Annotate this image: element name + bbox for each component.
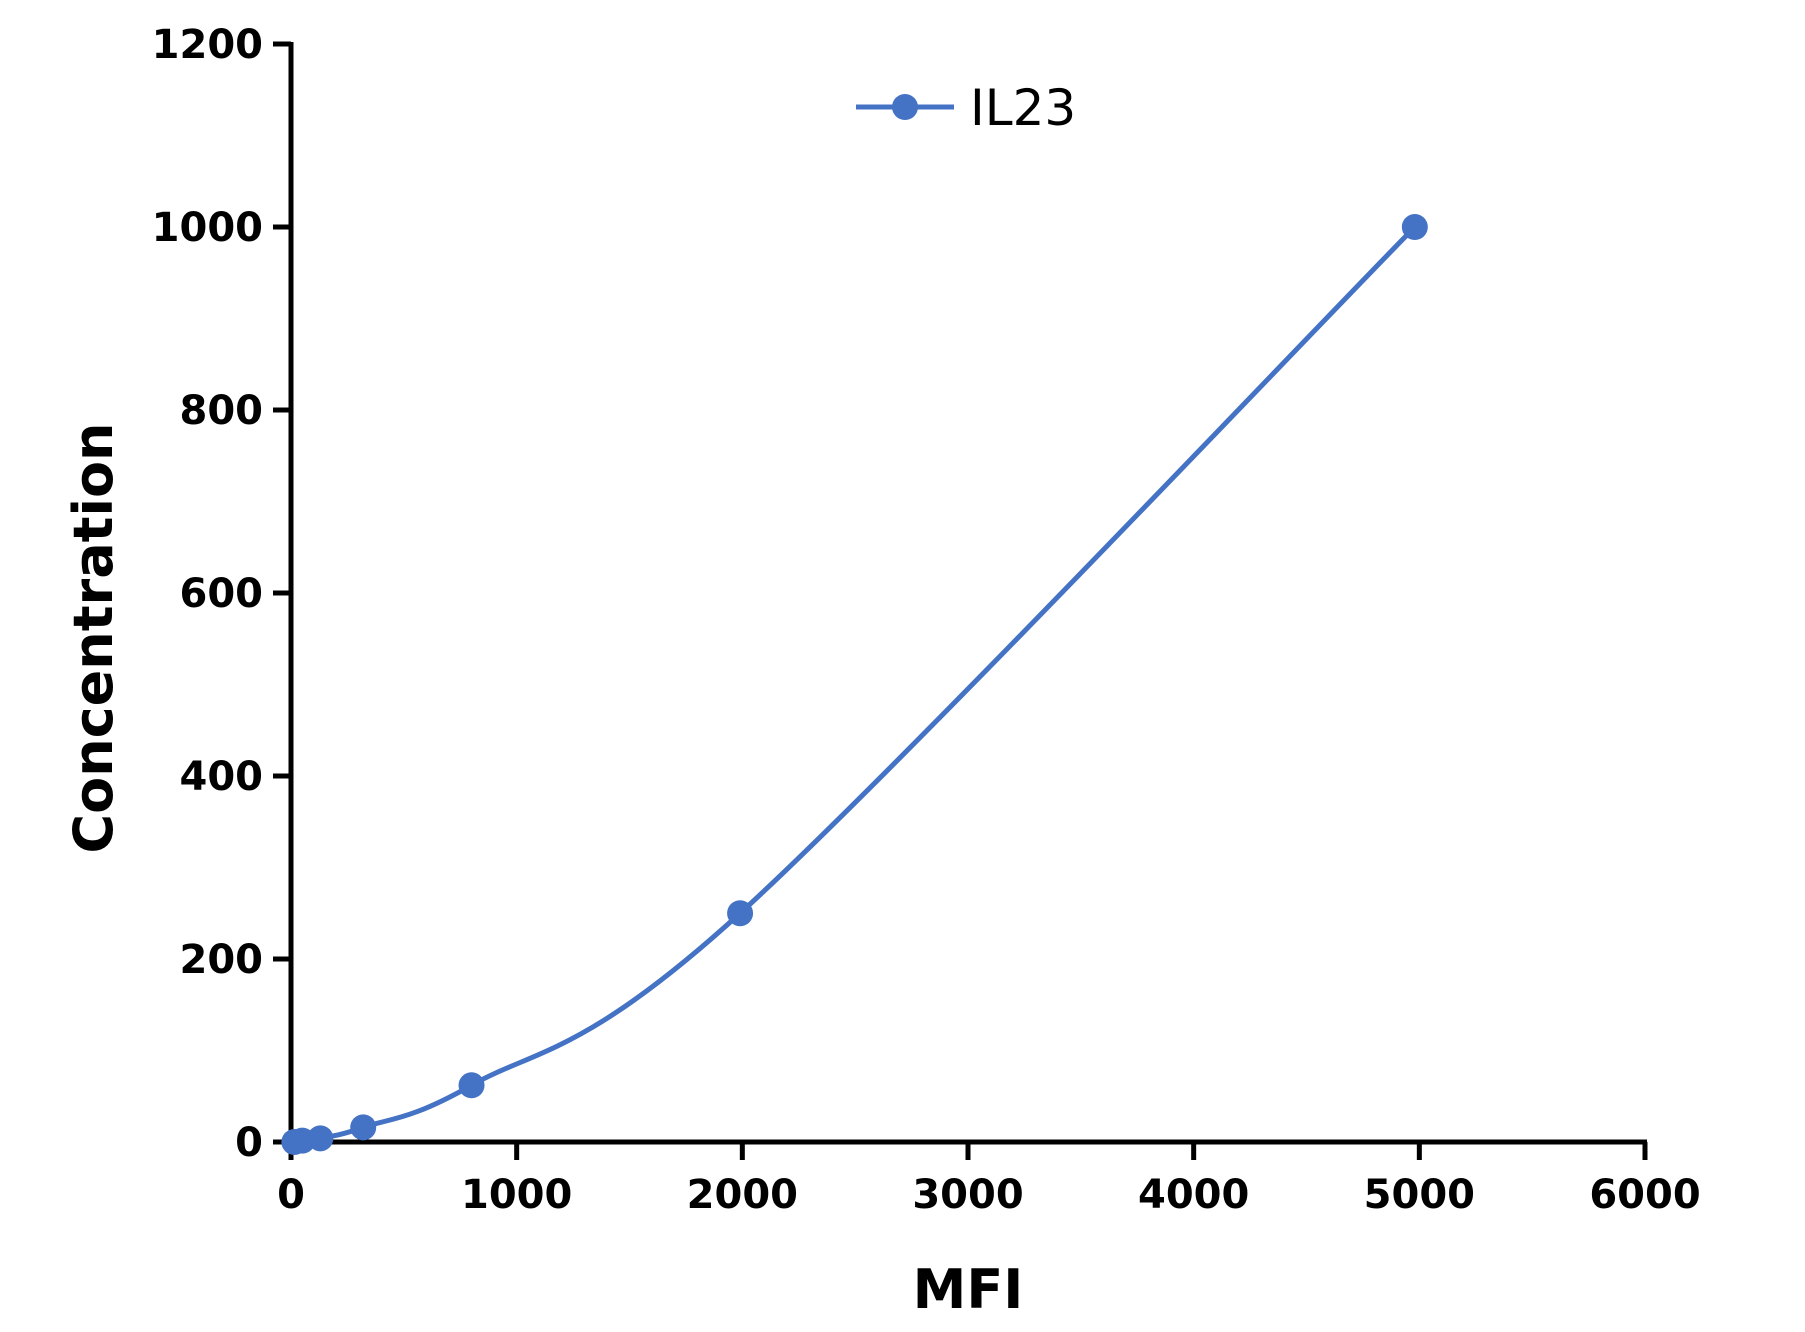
y-axis-title: Concentration — [62, 423, 125, 854]
y-tick-label: 1200 — [152, 22, 263, 68]
series-line-il23 — [293, 225, 1417, 1145]
x-tick-label: 1000 — [461, 1172, 572, 1218]
x-tick-label: 6000 — [1589, 1172, 1700, 1218]
legend: IL23 — [856, 79, 1076, 137]
x-tick-label: 5000 — [1364, 1172, 1475, 1218]
y-tick-label: 200 — [180, 937, 264, 983]
data-points — [281, 214, 1428, 1155]
x-axis-title: MFI — [913, 1258, 1024, 1321]
x-tick-label: 0 — [277, 1172, 305, 1218]
legend-label-il23: IL23 — [970, 79, 1076, 137]
y-axis-ticks: 0 200 400 600 800 1000 1200 — [152, 22, 291, 1166]
data-point — [350, 1114, 377, 1141]
y-tick-label: 600 — [180, 571, 264, 617]
y-tick-label: 1000 — [152, 205, 263, 251]
x-tick-label: 4000 — [1138, 1172, 1249, 1218]
x-axis-ticks: 0 1000 2000 3000 4000 5000 6000 — [277, 1142, 1701, 1218]
x-tick-label: 3000 — [912, 1172, 1023, 1218]
y-tick-label: 800 — [180, 388, 264, 434]
data-point — [307, 1125, 334, 1152]
data-point — [727, 900, 754, 927]
data-point — [1401, 214, 1428, 240]
data-point — [458, 1072, 485, 1099]
x-tick-label: 2000 — [687, 1172, 798, 1218]
legend-marker-il23 — [892, 94, 918, 120]
y-tick-label: 400 — [180, 754, 264, 800]
y-tick-label: 0 — [235, 1120, 263, 1166]
